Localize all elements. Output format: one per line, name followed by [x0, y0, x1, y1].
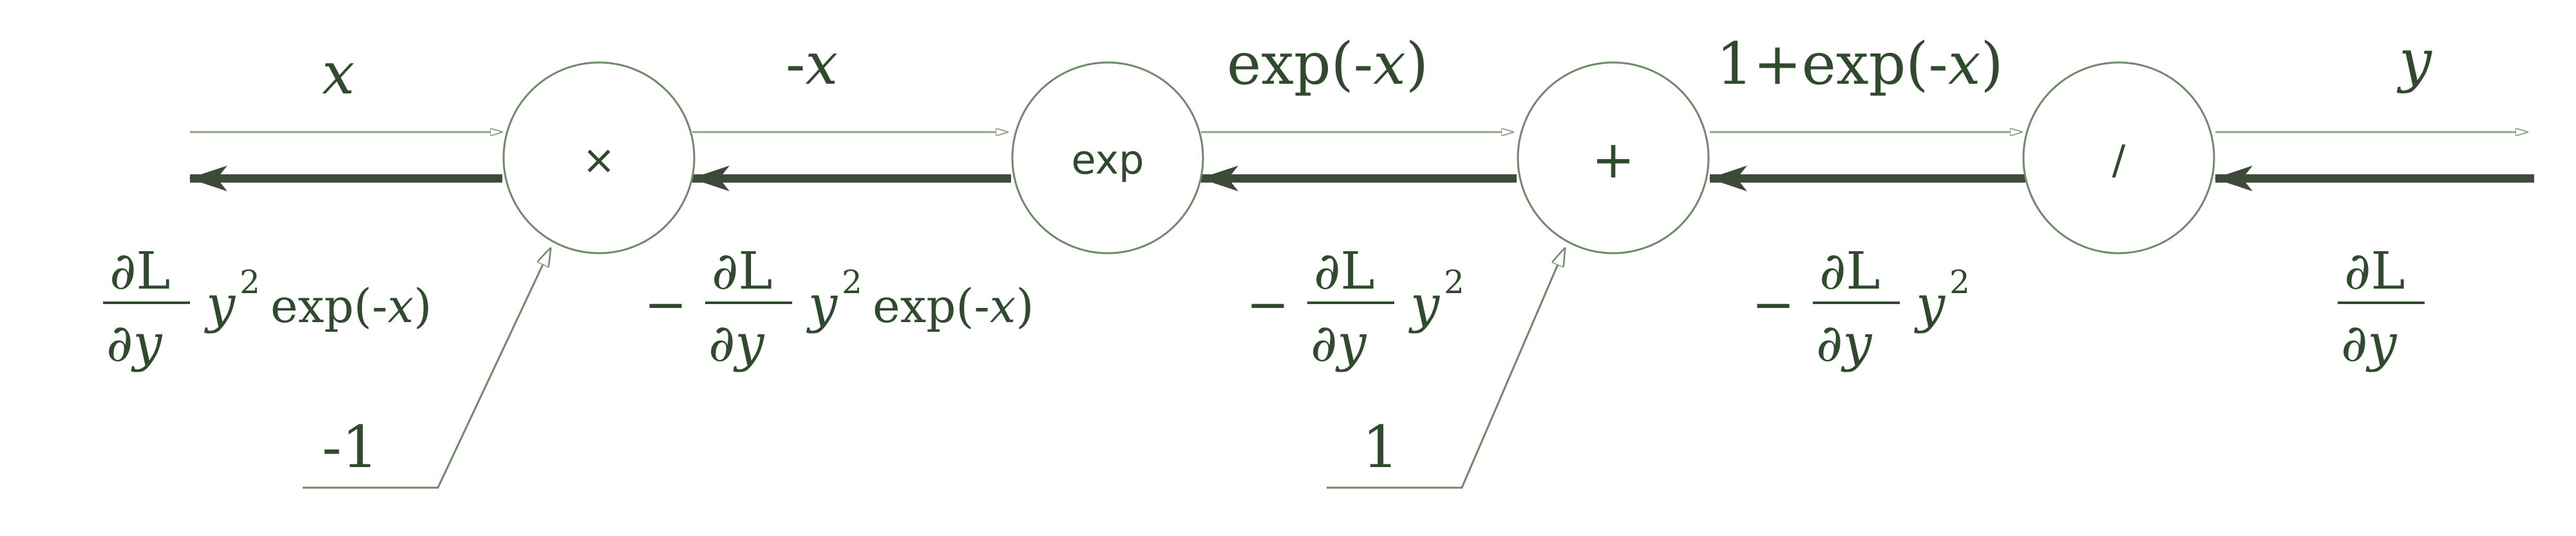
label-exp-neg-x-var: x: [1373, 30, 1406, 98]
label-one-plus-pre: 1+exp(-: [1716, 30, 1948, 98]
input-edges: [303, 248, 1565, 489]
node-exp-label: exp: [1071, 137, 1144, 184]
node-divide-label: /: [2112, 137, 2126, 184]
grad-x-denominator: ∂y: [106, 313, 163, 373]
forward-labels: x -x exp(-x) 1+exp(-x) y: [322, 27, 2432, 108]
grad-neg-x-y: y: [806, 274, 838, 334]
grad-neg-x-exp-pre: exp(-: [873, 279, 990, 333]
input-edge-add: [1327, 248, 1565, 489]
grad-neg-x-minus: −: [644, 274, 687, 334]
grad-x-exp: exp(-x): [270, 279, 431, 333]
grad-neg-x-squared: 2: [842, 263, 862, 301]
label-neg-x-sign: -: [786, 30, 805, 98]
grad-x-y: y: [204, 274, 236, 334]
node-multiply-label: ×: [582, 137, 616, 184]
grad-add-squared: 2: [1949, 263, 1970, 301]
label-exp-neg-x-post: ): [1406, 30, 1428, 98]
input-edge-mul: [303, 248, 551, 489]
node-divide-circle: [2022, 61, 2215, 254]
grad-exp-y: y: [1408, 274, 1441, 334]
gradient-label-x: ∂L ∂y y 2 exp(-x): [103, 241, 431, 373]
label-one-plus-post: ): [1981, 30, 2003, 98]
node-exp-circle: [1011, 61, 1204, 254]
grad-x-exp-var: x: [388, 279, 414, 333]
grad-x-numerator: ∂L: [109, 241, 171, 301]
grad-neg-x-exp-var: x: [990, 279, 1016, 333]
gradient-label-neg-x: − ∂L ∂y y 2 exp(-x): [644, 241, 1034, 373]
grad-add-numerator: ∂L: [1819, 241, 1880, 301]
grad-exp-squared: 2: [1444, 263, 1464, 301]
grad-add-denominator: ∂y: [1816, 313, 1873, 373]
node-multiply: ×: [502, 61, 696, 254]
node-divide: /: [2022, 61, 2215, 254]
grad-exp-minus: −: [1246, 274, 1289, 334]
label-y-var: y: [2396, 27, 2432, 95]
label-y: y: [2396, 27, 2432, 95]
grad-exp-denominator: ∂y: [1311, 313, 1367, 373]
node-add: +: [1517, 61, 1710, 254]
label-input-one: 1: [1362, 414, 1399, 481]
label-exp-neg-x: exp(-x): [1227, 30, 1428, 98]
node-multiply-circle: [502, 61, 696, 254]
grad-neg-x-exp: exp(-x): [873, 279, 1034, 333]
grad-exp-numerator: ∂L: [1314, 241, 1375, 301]
gradient-label-add: − ∂L ∂y y 2: [1752, 241, 1970, 373]
node-add-label: +: [1591, 130, 1634, 190]
grad-x-exp-post: ): [413, 279, 431, 333]
label-one-plus-exp: 1+exp(-x): [1716, 30, 2003, 98]
grad-add-y: y: [1914, 274, 1946, 334]
grad-neg-x-denominator: ∂y: [708, 313, 765, 373]
grad-x-exp-pre: exp(-: [270, 279, 388, 333]
label-exp-neg-x-pre: exp(-: [1227, 30, 1373, 98]
grad-neg-x-numerator: ∂L: [712, 241, 773, 301]
grad-y-numerator: ∂L: [2344, 241, 2405, 301]
label-x-var: x: [322, 40, 355, 108]
input-labels: -1 1: [322, 414, 1399, 481]
grad-x-squared: 2: [240, 263, 260, 301]
label-one-plus-var: x: [1948, 30, 1981, 98]
label-neg-x-var: x: [805, 30, 838, 98]
label-input-neg-one: -1: [322, 414, 379, 481]
label-x: x: [322, 40, 355, 108]
gradient-label-y: ∂L ∂y: [2338, 241, 2425, 373]
label-neg-x: -x: [786, 30, 838, 98]
grad-add-minus: −: [1752, 274, 1795, 334]
gradient-label-exp: − ∂L ∂y y 2: [1246, 241, 1464, 373]
grad-y-denominator: ∂y: [2341, 313, 2398, 373]
grad-neg-x-exp-post: ): [1016, 279, 1034, 333]
node-add-circle: [1517, 61, 1710, 254]
node-exp: exp: [1011, 61, 1204, 254]
